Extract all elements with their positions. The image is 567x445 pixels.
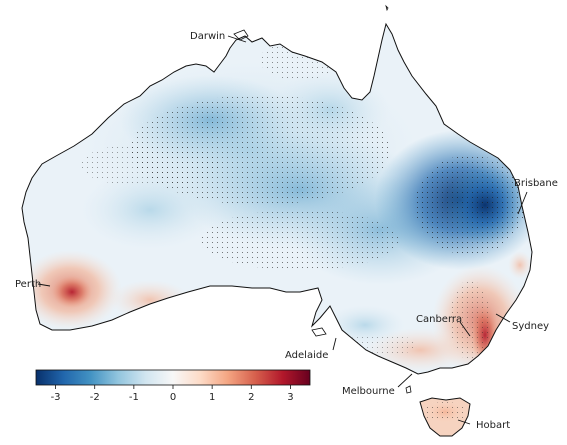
colorbar-tick-label: 1 — [209, 392, 215, 403]
colorbar-tick-label: -3 — [51, 392, 61, 403]
colorbar-tick-label: -2 — [90, 392, 100, 403]
city-label-sydney: Sydney — [512, 321, 549, 332]
islands — [233, 4, 412, 394]
tasmania — [419, 397, 471, 437]
colorbar-tick-label: -1 — [129, 392, 139, 403]
colorbar-tick-label: 3 — [287, 392, 293, 403]
city-leaders — [37, 35, 528, 425]
city-label-melbourne: Melbourne — [342, 386, 395, 397]
city-label-adelaide: Adelaide — [285, 350, 328, 361]
city-label-hobart: Hobart — [476, 420, 510, 431]
colorbar: -3 -2 -1 0 1 2 3 — [35, 369, 311, 403]
city-label-perth: Perth — [15, 279, 41, 290]
city-label-brisbane: Brisbane — [514, 178, 558, 189]
colorbar-ticks: -3 -2 -1 0 1 2 3 — [51, 385, 294, 403]
colorbar-tick-label: 2 — [248, 392, 254, 403]
city-labels: Darwin Brisbane Perth Canberra Sydney Ad… — [15, 31, 558, 431]
colorbar-gradient — [35, 369, 311, 386]
city-label-darwin: Darwin — [190, 31, 225, 42]
colorbar-tick-label: 0 — [170, 392, 176, 403]
city-label-canberra: Canberra — [416, 314, 462, 325]
